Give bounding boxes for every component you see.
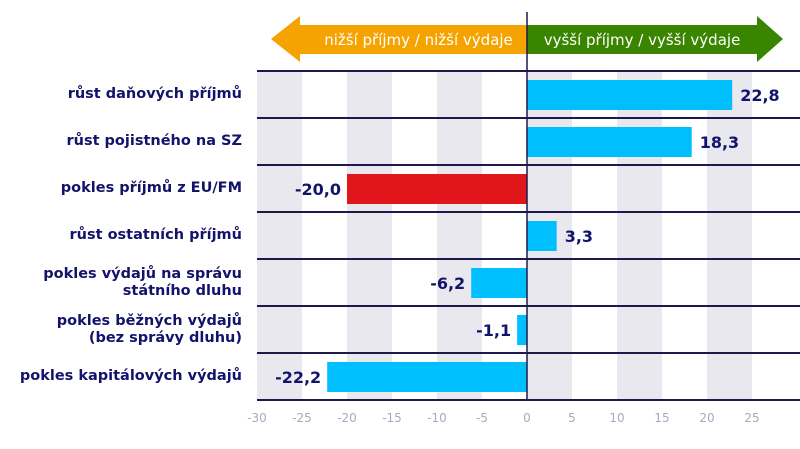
right-arrow [527,16,783,62]
category-label-line: pokles příjmů z EU/FM [60,180,242,196]
category-label: růst pojistného na SZ [2,118,242,165]
category-label-line: pokles výdajů na správu [43,265,242,282]
x-tick-label: 5 [568,411,576,425]
bar [527,80,733,110]
data-label: -6,2 [430,274,465,293]
data-label: 22,8 [740,86,779,105]
data-label: 3,3 [565,227,593,246]
x-tick-label: -20 [337,411,357,425]
data-label: -22,2 [275,368,321,387]
right-arrow-label: vyšší příjmy / vyšší výdaje [544,31,741,49]
category-label-line: pokles kapitálových výdajů [19,368,242,384]
x-tick-label: -10 [427,411,447,425]
category-label: pokles příjmů z EU/FM [2,165,242,212]
category-label: růst daňových příjmů [2,71,242,118]
x-tick-label: 25 [744,411,759,425]
x-tick-label: 15 [654,411,669,425]
category-label-line: státního dluhu [122,282,242,299]
x-tick-label: -30 [247,411,267,425]
bar [527,127,692,157]
category-label-line: (bez správy dluhu) [88,329,242,346]
x-tick-label: 20 [699,411,714,425]
x-tick-label: 0 [523,411,531,425]
bar [527,221,557,251]
category-label: pokles běžných výdajů (bez správy dluhu) [2,306,242,353]
left-arrow [271,16,527,62]
bar [471,268,527,298]
bar [517,315,527,345]
grid-band [257,71,302,400]
x-tick-label: -5 [476,411,488,425]
category-label-line: růst ostatních příjmů [69,227,243,243]
grid-band [347,71,392,400]
x-tick-label: -15 [382,411,402,425]
data-label: -20,0 [295,180,341,199]
data-label: 18,3 [700,133,739,152]
bar [327,362,527,392]
category-label-line: pokles běžných výdajů [56,312,242,329]
grid-band [707,71,752,400]
bar [347,174,527,204]
x-tick-label: 10 [609,411,624,425]
x-tick-label: -25 [292,411,312,425]
category-label-line: růst daňových příjmů [67,86,242,102]
category-label: pokles kapitálových výdajů [2,353,242,400]
grid-band [437,71,482,400]
category-label-line: růst pojistného na SZ [66,133,242,149]
category-label: pokles výdajů na správu státního dluhu [2,259,242,306]
left-arrow-label: nižší příjmy / nižší výdaje [324,31,513,49]
grid-band [617,71,662,400]
data-label: -1,1 [476,321,511,340]
category-label: růst ostatních příjmů [2,212,243,259]
